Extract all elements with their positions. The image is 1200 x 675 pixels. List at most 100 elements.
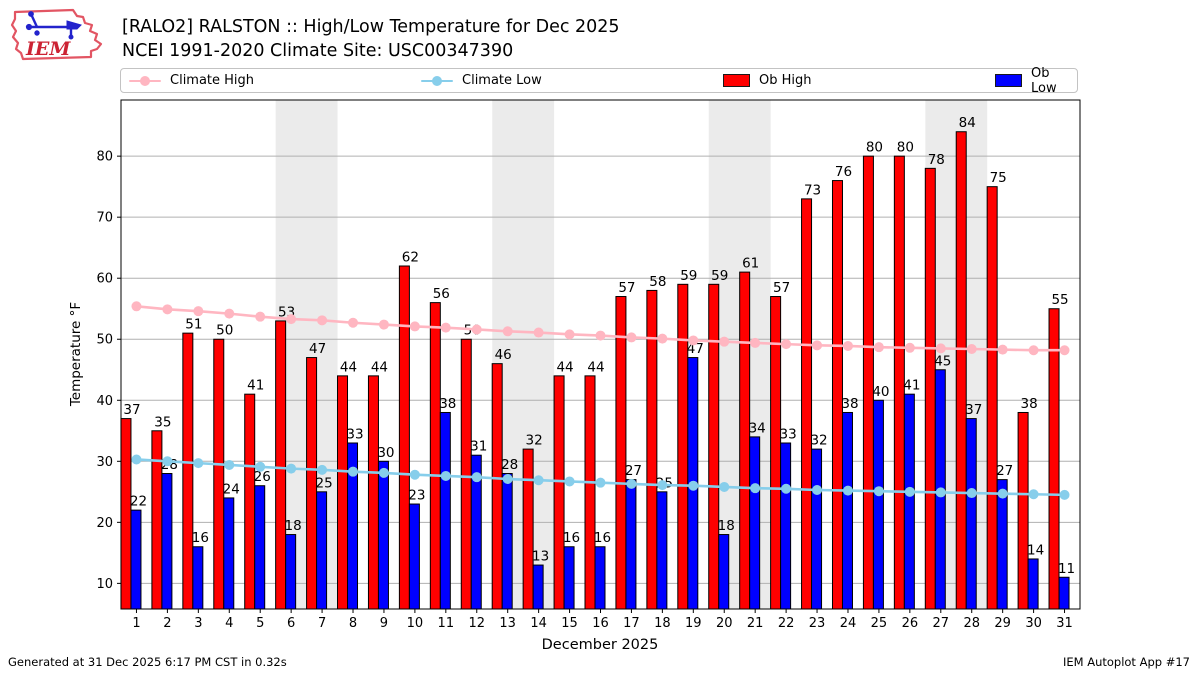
climate-high-marker <box>471 324 482 335</box>
x-tick-label: 14 <box>530 616 547 631</box>
climate-low-marker <box>812 484 823 495</box>
climate-high-marker <box>162 304 173 315</box>
bar-value-label: 35 <box>154 414 171 430</box>
bar-value-label: 22 <box>130 494 147 510</box>
climate-low-marker <box>595 477 606 488</box>
y-tick-label: 80 <box>96 150 113 165</box>
ob-high-bar <box>491 363 503 610</box>
bar-value-label: 37 <box>123 402 140 418</box>
plot-border <box>120 99 1081 610</box>
climate-low-marker <box>657 480 668 491</box>
bar-value-label: 47 <box>309 341 326 357</box>
chart-title: [RALO2] RALSTON :: High/Low Temperature … <box>122 17 620 37</box>
ob-high-bar <box>955 131 967 610</box>
climate-high-marker <box>657 333 668 344</box>
bar-value-label: 23 <box>408 488 425 504</box>
x-tick-label: 20 <box>716 616 733 631</box>
ob-high-bar <box>460 338 472 610</box>
iem-logo-text: IEM <box>25 38 71 60</box>
bar-value-label: 27 <box>996 463 1013 479</box>
bar-value-label: 34 <box>749 420 766 436</box>
x-tick-label: 21 <box>747 616 764 631</box>
x-tick-label: 7 <box>318 616 326 631</box>
bar-value-label: 58 <box>649 274 666 290</box>
bar-value-label: 27 <box>625 463 642 479</box>
ob-low-bar <box>1027 558 1039 610</box>
climate-high-marker <box>502 326 513 337</box>
weather-vane-icon <box>25 11 82 40</box>
x-tick-label: 15 <box>561 616 578 631</box>
bar-value-label: 41 <box>247 378 264 394</box>
chart-legend: Climate High Climate Low Ob High Ob Low <box>120 65 1078 96</box>
ob-high-bar <box>367 375 379 610</box>
bar-value-label: 38 <box>1021 396 1038 412</box>
ob-low-bar <box>1058 576 1070 610</box>
bar-value-label: 25 <box>315 475 332 491</box>
legend-item-label: Ob Low <box>1031 65 1057 96</box>
climate-high-marker <box>317 315 328 326</box>
ob-low-bar <box>780 442 792 610</box>
ob-low-bar <box>532 564 544 610</box>
bar-value-label: 18 <box>285 518 302 534</box>
climate-low-marker <box>842 485 853 496</box>
iowa-outline-icon: IEM <box>10 8 103 61</box>
bar-value-label: 26 <box>254 469 271 485</box>
bar-value-label: 80 <box>866 140 883 156</box>
bar-value-label: 38 <box>841 396 858 412</box>
x-tick-label: 4 <box>225 616 233 631</box>
climate-high-marker <box>1059 345 1070 356</box>
climate-low-marker <box>162 456 173 467</box>
ob-high-bar <box>429 302 441 610</box>
climate-low-marker <box>935 487 946 498</box>
x-tick-label: 1 <box>132 616 140 631</box>
climate-low-marker <box>904 486 915 497</box>
legend-line-marker-icon <box>129 75 161 87</box>
ob-high-bar <box>337 375 349 610</box>
bar-value-label: 16 <box>192 530 209 546</box>
ob-low-bar <box>254 485 266 610</box>
ob-high-bar <box>986 186 998 610</box>
x-tick-label: 29 <box>994 616 1011 631</box>
ob-high-bar <box>708 283 720 610</box>
x-tick-label: 13 <box>499 616 516 631</box>
chart-subtitle: NCEI 1991-2020 Climate Site: USC00347390 <box>122 41 514 61</box>
bar-value-label: 44 <box>556 359 573 375</box>
bar-value-label: 30 <box>377 445 394 461</box>
bar-value-label: 78 <box>928 152 945 168</box>
ob-low-bar <box>377 460 389 610</box>
climate-high-marker <box>750 337 761 348</box>
climate-low-marker <box>440 470 451 481</box>
bar-value-label: 84 <box>959 115 976 131</box>
climate-low-marker <box>378 467 389 478</box>
ob-low-bar <box>285 534 297 610</box>
climate-high-marker <box>781 339 792 350</box>
climate-high-marker <box>409 321 420 332</box>
bar-value-label: 14 <box>1027 542 1044 558</box>
x-tick-label: 22 <box>778 616 795 631</box>
x-tick-label: 26 <box>902 616 919 631</box>
ob-low-bar <box>408 503 420 610</box>
ob-high-bar <box>213 338 225 610</box>
legend-item-label: Climate High <box>170 73 255 88</box>
ob-low-bar <box>439 411 451 610</box>
ob-low-bar <box>625 479 637 610</box>
ob-low-bar <box>872 399 884 610</box>
ob-low-bar <box>594 546 606 610</box>
climate-high-marker <box>595 330 606 341</box>
climate-high-marker <box>131 301 142 312</box>
ob-high-bar <box>862 155 874 610</box>
x-tick-label: 3 <box>194 616 202 631</box>
x-tick-label: 25 <box>871 616 888 631</box>
legend-item-climate-low: Climate Low <box>421 69 542 92</box>
ob-low-bar <box>563 546 575 610</box>
ob-low-bar <box>996 479 1008 610</box>
climate-low-marker <box>286 463 297 474</box>
x-tick-label: 28 <box>963 616 980 631</box>
bar-value-label: 57 <box>618 280 635 296</box>
bar-value-label: 16 <box>594 530 611 546</box>
iem-logo: IEM <box>7 6 113 66</box>
bar-value-label: 45 <box>934 353 951 369</box>
bar-value-label: 76 <box>835 164 852 180</box>
ob-high-bar <box>831 180 843 610</box>
x-tick-label: 16 <box>592 616 609 631</box>
